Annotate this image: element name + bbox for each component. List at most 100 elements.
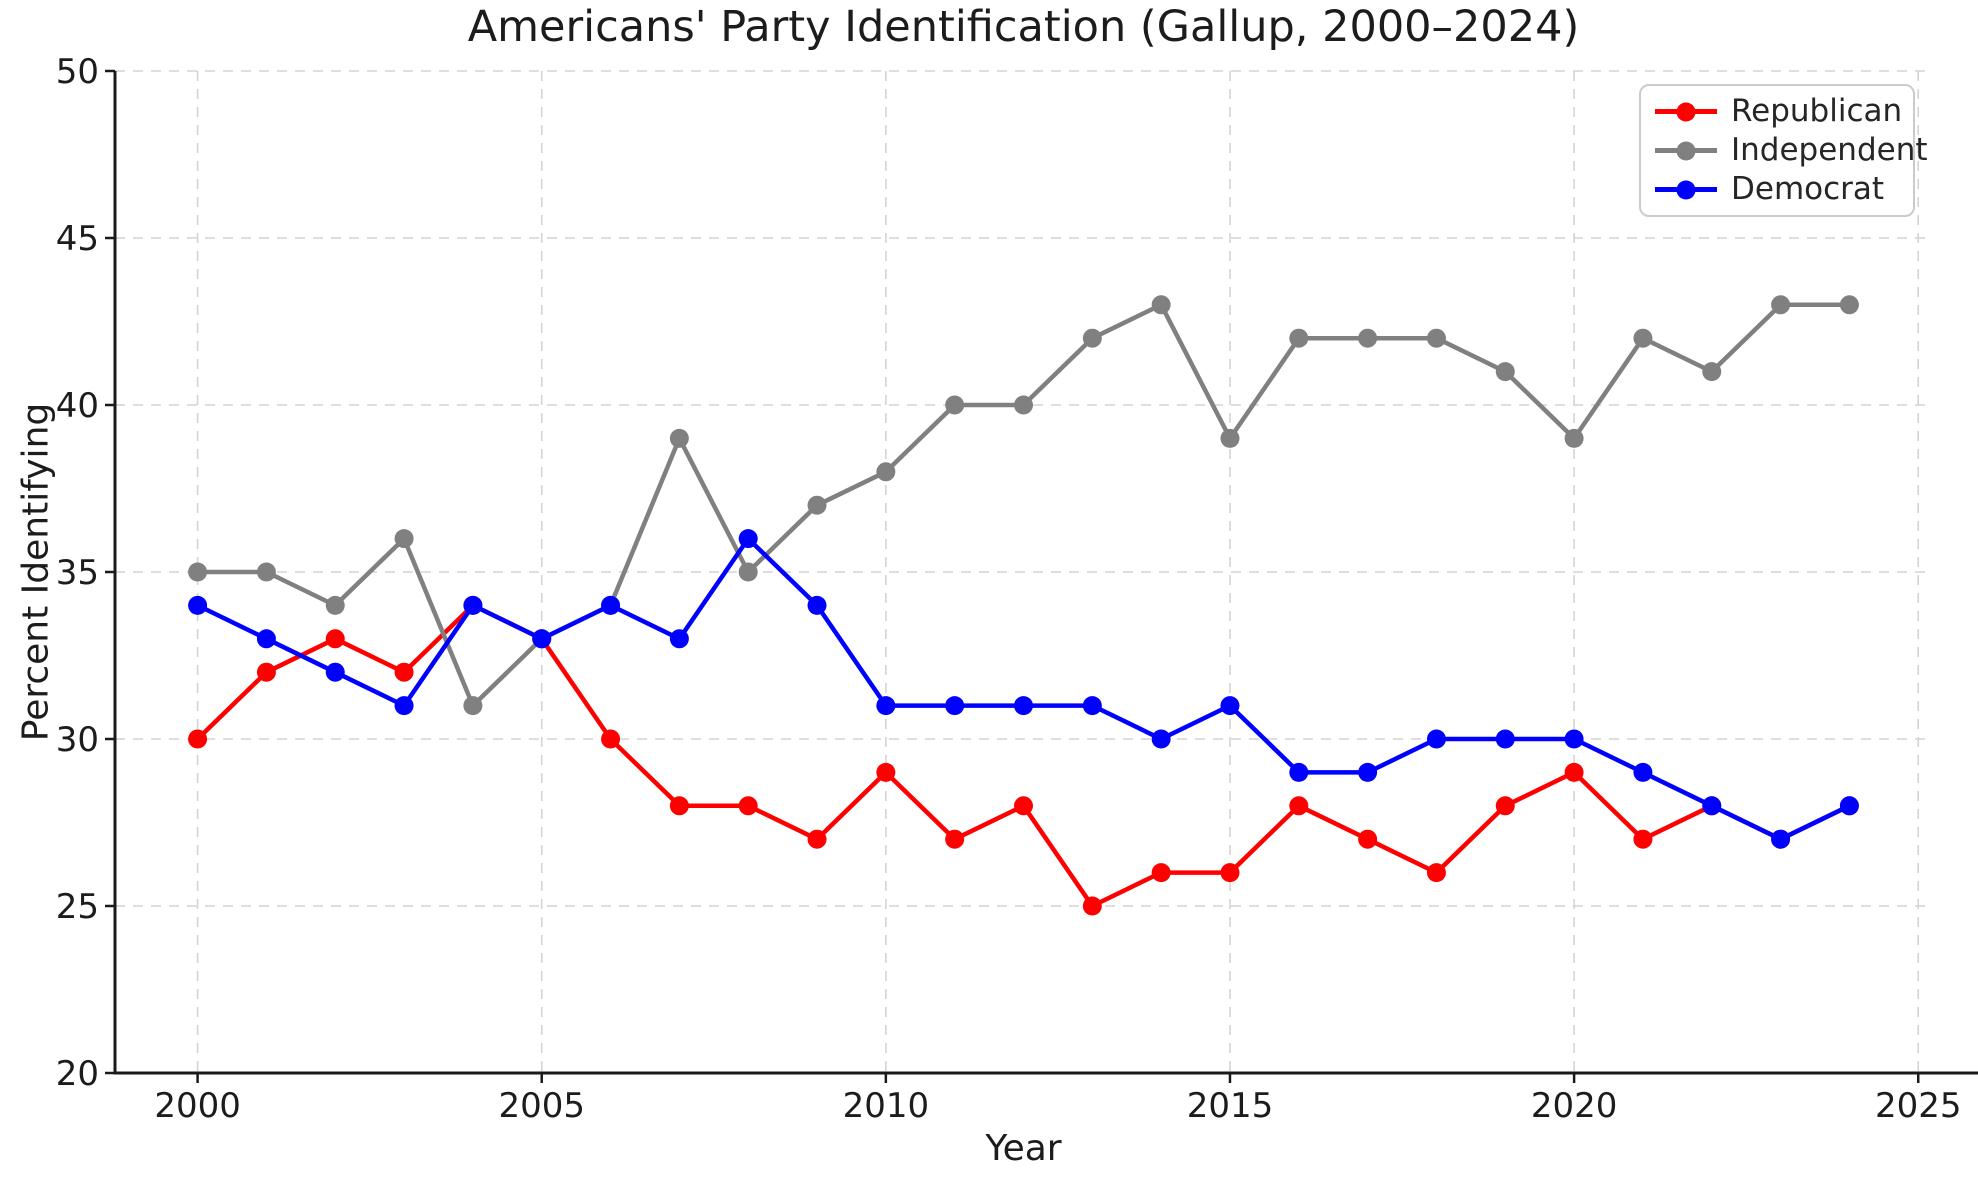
marker-independent (807, 495, 827, 515)
marker-democrat (1771, 829, 1791, 849)
marker-republican (1014, 796, 1033, 816)
marker-republican (1426, 863, 1446, 883)
marker-republican (669, 796, 689, 816)
marker-democrat (1014, 696, 1033, 716)
marker-republican (601, 729, 621, 749)
marker-republican (1633, 829, 1653, 849)
marker-democrat (1151, 729, 1171, 749)
marker-democrat (876, 696, 896, 716)
x-axis-label: Year (985, 1128, 1062, 1169)
marker-republican (1289, 796, 1309, 816)
x-tick-label: 2005 (498, 1086, 585, 1126)
legend-entry-democrat: Democrat (1655, 174, 1899, 205)
marker-independent (188, 562, 208, 582)
marker-independent (1358, 328, 1378, 348)
legend-marker-dot (1676, 141, 1696, 160)
x-tick-label: 2020 (1531, 1086, 1618, 1126)
marker-republican (188, 729, 208, 749)
legend-line-sample (1655, 102, 1717, 121)
x-tick-label: 2025 (1875, 1086, 1962, 1126)
marker-republican (1358, 829, 1378, 849)
marker-republican (256, 662, 276, 682)
legend-entry-republican: Republican (1655, 93, 1903, 129)
marker-independent (256, 562, 276, 582)
marker-independent (738, 562, 758, 582)
marker-democrat (256, 629, 276, 649)
legend-line-sample (1655, 141, 1717, 160)
marker-democrat (1564, 729, 1584, 749)
marker-democrat (738, 529, 758, 549)
line-republican (195, 603, 1852, 909)
marker-republican (325, 629, 345, 649)
y-axis-label: Percent Identifying (15, 402, 57, 742)
marker-independent (1633, 328, 1653, 348)
marker-republican (807, 829, 827, 849)
marker-independent (463, 696, 483, 716)
legend-marker-dot (1676, 180, 1696, 199)
marker-democrat (188, 595, 208, 615)
marker-independent (1771, 295, 1791, 315)
x-tick-label: 2000 (154, 1086, 241, 1126)
marker-democrat (1289, 762, 1309, 782)
legend-marker-dot (1676, 102, 1696, 121)
y-tick-label: 25 (56, 887, 99, 927)
x-tick-label: 2010 (843, 1086, 930, 1126)
marker-republican (1151, 863, 1171, 883)
marker-independent (1014, 395, 1033, 415)
marker-democrat (945, 696, 965, 716)
marker-independent (1564, 428, 1584, 448)
marker-democrat (463, 595, 483, 615)
marker-republican (738, 796, 758, 816)
marker-democrat (601, 595, 621, 615)
marker-democrat (1220, 696, 1240, 716)
legend: Republican Independent Democrat (1639, 84, 1928, 217)
marker-independent (394, 529, 414, 549)
marker-independent (325, 595, 345, 615)
marker-independent (1702, 362, 1722, 382)
marker-republican (945, 829, 965, 849)
marker-republican (876, 762, 896, 782)
marker-independent (876, 462, 896, 482)
marker-democrat (532, 629, 552, 649)
marker-democrat (1839, 796, 1859, 816)
x-tick-label: 2015 (1187, 1086, 1274, 1126)
marker-independent (945, 395, 965, 415)
marker-democrat (1633, 762, 1653, 782)
marker-republican (394, 662, 414, 682)
marker-democrat (807, 595, 827, 615)
legend-line-sample (1655, 180, 1717, 199)
marker-independent (1220, 428, 1240, 448)
marker-independent (669, 428, 689, 448)
line-democrat (195, 536, 1852, 842)
y-tick-label: 40 (56, 386, 99, 426)
y-tick-label: 20 (56, 1054, 99, 1094)
marker-democrat (1426, 729, 1446, 749)
marker-republican (1495, 796, 1515, 816)
y-tick-label: 30 (56, 720, 99, 760)
marker-independent (1289, 328, 1309, 348)
marker-independent (1082, 328, 1102, 348)
y-tick-label: 45 (56, 219, 99, 259)
marker-democrat (1702, 796, 1722, 816)
marker-republican (1564, 762, 1584, 782)
marker-democrat (1495, 729, 1515, 749)
legend-label: Democrat (1731, 171, 1885, 207)
marker-democrat (669, 629, 689, 649)
marker-independent (1426, 328, 1446, 348)
marker-democrat (325, 662, 345, 682)
legend-label: Independent (1731, 132, 1928, 168)
marker-independent (1151, 295, 1171, 315)
y-tick-label: 50 (56, 52, 99, 92)
marker-independent (1495, 362, 1515, 382)
marker-democrat (394, 696, 414, 716)
marker-democrat (1358, 762, 1378, 782)
y-tick-label: 35 (56, 553, 99, 593)
marker-independent (1839, 295, 1859, 315)
marker-republican (1082, 896, 1102, 916)
legend-label: Republican (1731, 93, 1903, 129)
chart-title: Americans' Party Identification (Gallup,… (467, 2, 1580, 52)
marker-republican (1220, 863, 1240, 883)
marker-democrat (1082, 696, 1102, 716)
